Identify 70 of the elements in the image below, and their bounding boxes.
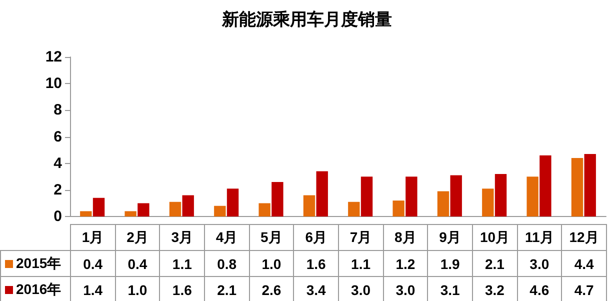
- bar: [494, 174, 507, 216]
- y-tick-label: 8: [54, 102, 62, 119]
- data-label: 4.6: [517, 276, 562, 301]
- data-label: 2.6: [249, 276, 294, 301]
- y-tick-label: 12: [45, 48, 62, 66]
- x-tick-label: 12月: [562, 224, 606, 250]
- data-label: 3.0: [338, 276, 384, 301]
- data-label: 1.0: [115, 276, 160, 301]
- bar: [80, 211, 92, 216]
- data-label: 1.2: [383, 250, 428, 276]
- x-tick-label: 9月: [428, 224, 472, 250]
- x-tick-label: 10月: [472, 224, 518, 250]
- x-tick-label: 1月: [70, 224, 116, 250]
- x-tick-label: 6月: [294, 224, 338, 250]
- data-label: 1.1: [338, 250, 384, 276]
- data-label: 1.1: [160, 250, 204, 276]
- data-label: 3.0: [517, 250, 562, 276]
- x-tick-label: 8月: [383, 224, 428, 250]
- bar: [316, 171, 328, 216]
- data-label: 3.0: [383, 276, 428, 301]
- bar: [272, 182, 284, 216]
- bar: [226, 188, 239, 216]
- bar: [303, 195, 316, 216]
- data-label: 1.6: [294, 250, 338, 276]
- chart-title: 新能源乘用车月度销量: [221, 10, 392, 29]
- bar: [169, 202, 182, 216]
- bar: [258, 203, 270, 216]
- bar: [138, 203, 150, 216]
- data-label: 1.4: [70, 276, 116, 301]
- bar: [450, 175, 462, 216]
- x-tick-label: 11月: [517, 224, 562, 250]
- data-label: 1.6: [160, 276, 204, 301]
- data-label: 4.7: [562, 276, 606, 301]
- data-label: 4.4: [562, 250, 606, 276]
- legend-label: 2016年: [0, 276, 70, 301]
- bar: [540, 155, 552, 216]
- bar: [392, 200, 404, 216]
- bar: [526, 176, 538, 216]
- y-tick-label: 0: [54, 208, 62, 225]
- bar: [360, 176, 373, 216]
- x-tick-label: 2月: [115, 224, 160, 250]
- data-label: 1.0: [249, 250, 294, 276]
- bar: [406, 176, 418, 216]
- data-label: 3.4: [294, 276, 338, 301]
- data-label: 0.4: [115, 250, 160, 276]
- bar: [124, 211, 136, 216]
- x-tick-label: 3月: [160, 224, 204, 250]
- bar: [214, 206, 226, 216]
- y-tick-label: 2: [54, 181, 62, 198]
- data-label: 1.9: [428, 250, 472, 276]
- x-tick-label: 7月: [338, 224, 384, 250]
- data-label: 0.4: [70, 250, 116, 276]
- bar: [437, 191, 450, 216]
- bar: [584, 154, 596, 216]
- x-tick-label: 4月: [204, 224, 250, 250]
- data-label: 3.1: [428, 276, 472, 301]
- bar: [482, 188, 494, 216]
- y-tick-label: 6: [54, 128, 62, 146]
- bar: [571, 158, 584, 216]
- legend-label: 2015年: [0, 250, 70, 276]
- data-label: 3.2: [472, 276, 518, 301]
- data-label: 0.8: [204, 250, 250, 276]
- y-tick-label: 10: [45, 75, 62, 92]
- data-label: 2.1: [472, 250, 518, 276]
- data-label: 2.1: [204, 276, 250, 301]
- bar: [92, 198, 105, 216]
- bar: [348, 202, 360, 216]
- bar: [182, 195, 194, 216]
- y-tick-label: 4: [54, 154, 63, 172]
- x-tick-label: 5月: [249, 224, 294, 250]
